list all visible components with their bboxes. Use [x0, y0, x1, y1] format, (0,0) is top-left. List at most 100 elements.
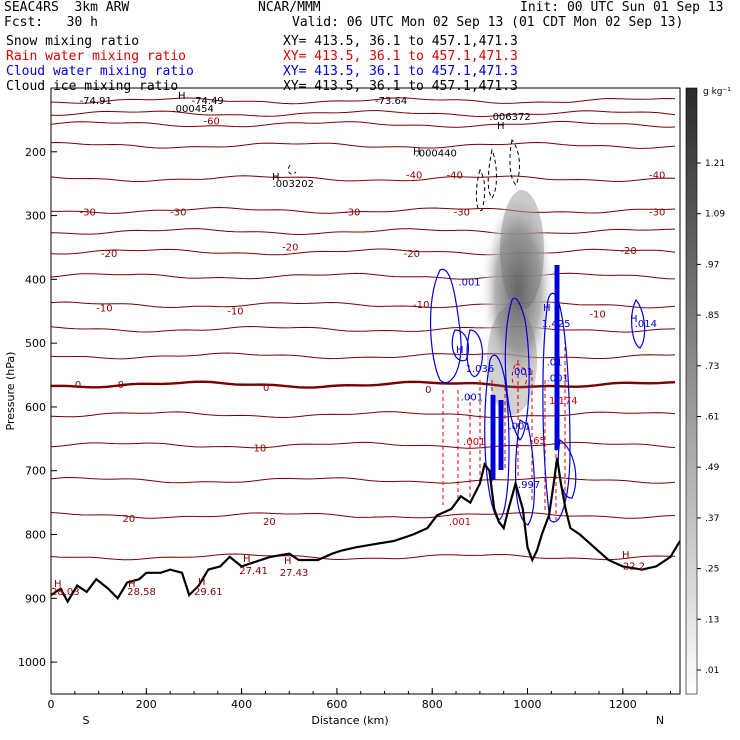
- field-label-cloudice: Cloud ice mixing ratio: [6, 79, 179, 94]
- field-xy-cloudwater: XY= 413.5, 36.1 to 457.1,471.3: [283, 64, 518, 79]
- contour-label: -30: [454, 208, 470, 219]
- colorbar-label: .01: [705, 666, 719, 676]
- contour-label: .003202: [273, 179, 314, 190]
- svg-text:H: H: [630, 314, 638, 325]
- contour-label: .001: [508, 421, 530, 432]
- terrain-profile: [51, 457, 680, 604]
- contour-label: .000454: [173, 104, 214, 115]
- svg-text:H: H: [622, 550, 630, 561]
- contour-label: -74.49: [192, 96, 224, 107]
- colorbar-label: 1.21: [705, 159, 725, 169]
- colorbar-label: .85: [705, 311, 719, 321]
- contour-label: 28.58: [127, 587, 156, 598]
- contour-label: -30: [80, 208, 96, 219]
- contour-label: 0: [263, 383, 269, 394]
- contour-label: 20: [263, 517, 276, 528]
- contour-label: -20: [282, 243, 298, 254]
- field-xy-cloudice: XY= 413.5, 36.1 to 457.1,471.3: [283, 79, 518, 94]
- isotherm-4: [51, 175, 676, 183]
- contour-label: -10: [589, 310, 605, 321]
- y-tick-label: 800: [25, 529, 46, 542]
- colorbar-label: .61: [705, 413, 719, 423]
- svg-text:H: H: [543, 303, 551, 314]
- contour-label: .001: [458, 278, 480, 289]
- colorbar-label: .37: [705, 514, 719, 524]
- colorbar-label: .73: [705, 362, 719, 372]
- contour-label: 1.036: [466, 364, 495, 375]
- contour-label: 0: [75, 380, 81, 391]
- y-tick-label: 900: [25, 592, 46, 605]
- contour-label: 20: [122, 514, 135, 525]
- contour-label: .014: [635, 319, 657, 330]
- colorbar-label: .97: [705, 260, 719, 270]
- x-axis: 0 200 400 600 800 1000 1200: [48, 688, 671, 711]
- contour-label: -40: [447, 171, 463, 182]
- contour-label: -40: [649, 171, 665, 182]
- y-tick-label: 1000: [18, 656, 46, 669]
- north-label: N: [656, 714, 664, 727]
- init-time: Init: 00 UTC Sun 01 Sep 13: [520, 0, 724, 15]
- contour-label: .997: [518, 480, 540, 491]
- isotherm-1: [51, 110, 676, 118]
- svg-text:H: H: [456, 345, 464, 356]
- y-axis: 200 300 400 500 600 700 800 900 1000: [18, 146, 57, 669]
- x-tick-label: 200: [136, 698, 157, 711]
- svg-text:H: H: [128, 579, 136, 590]
- contour-label: -10: [96, 303, 112, 314]
- contour-label: .001: [461, 393, 483, 404]
- cloud-water-peak-bands: [490, 265, 560, 480]
- x-tick-label: 400: [231, 698, 252, 711]
- terrain-line: [51, 457, 680, 604]
- contour-label: .006372: [489, 112, 530, 123]
- isotherm-3: [51, 141, 676, 149]
- contour-label: -20: [620, 246, 636, 257]
- contour-label: -10: [413, 300, 429, 311]
- colorbar-label: .25: [705, 565, 719, 575]
- colorbar-unit: g kg⁻¹: [703, 87, 731, 97]
- contour-label: -10: [227, 306, 243, 317]
- contour-label: .001: [463, 437, 485, 448]
- isotherm-14: [51, 441, 676, 449]
- contour-labels: -74.91 -74.49 -73.64 -60 -40 -40 -40 -30 -30 -30 -…: [51, 96, 665, 598]
- contour-label: .000440: [416, 148, 457, 159]
- y-tick-label: 600: [25, 401, 46, 414]
- contour-label: 0: [425, 385, 431, 396]
- contour-label: -73.64: [375, 96, 407, 107]
- contour-label: -20: [404, 249, 420, 260]
- isotherm-5: [51, 206, 676, 214]
- contour-label: 29.61: [194, 587, 223, 598]
- field-xy-rain: XY= 413.5, 36.1 to 457.1,471.3: [283, 49, 518, 64]
- y-tick-label: 200: [25, 146, 46, 159]
- plot-frame: [50, 87, 681, 695]
- isotherm-15: [51, 476, 676, 484]
- y-tick-label: 500: [25, 337, 46, 350]
- isotherm-12: [51, 380, 676, 389]
- y-tick-label: 400: [25, 273, 46, 286]
- contour-label: 1.174: [549, 396, 578, 407]
- field-label-cloudwater: Cloud water mixing ratio: [6, 64, 194, 79]
- south-label: S: [83, 714, 90, 727]
- field-xy-snow: XY= 413.5, 36.1 to 457.1,471.3: [283, 34, 518, 49]
- contour-label: .001: [449, 517, 471, 528]
- isotherm-9: [51, 301, 676, 309]
- center-label: NCAR/MMM: [258, 0, 321, 15]
- x-tick-label: 1200: [609, 698, 637, 711]
- svg-text:H: H: [497, 121, 505, 132]
- y-tick-label: 300: [25, 210, 46, 223]
- contour-label: .01: [547, 357, 563, 368]
- contour-label: 0: [118, 380, 124, 391]
- isotherm-10: [51, 325, 676, 333]
- x-axis-title: Distance (km): [311, 714, 388, 727]
- contour-label: 10: [254, 444, 267, 455]
- contour-label: 27.41: [239, 566, 268, 577]
- contour-label: .65: [530, 436, 546, 447]
- contour-label: 22.2: [623, 562, 645, 573]
- maxima-markers: H H H H H H H H H H H H H: [54, 91, 638, 590]
- contour-label: 28.03: [51, 587, 80, 598]
- svg-text:H: H: [54, 579, 62, 590]
- contour-label: -40: [406, 171, 422, 182]
- y-axis-title: Pressure (hPa): [4, 352, 17, 431]
- contour-label: -74.91: [80, 96, 112, 107]
- isotherm-13: [51, 411, 676, 419]
- contour-label: 27.43: [280, 568, 309, 579]
